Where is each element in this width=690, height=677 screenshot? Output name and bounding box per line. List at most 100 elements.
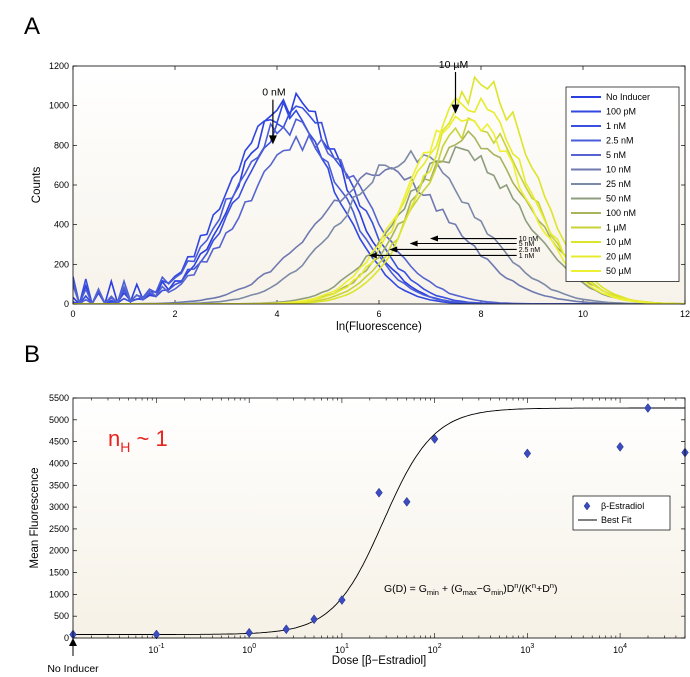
panel-a-ylabel: Counts xyxy=(31,167,43,204)
panel-b-frame xyxy=(72,397,686,639)
eq-minus: −G xyxy=(477,583,491,595)
y-tick-label: 3000 xyxy=(49,502,69,512)
small-arrow-label-3: 1 nM xyxy=(519,253,535,260)
best-fit-line xyxy=(73,407,685,635)
y-tick-label: 4500 xyxy=(49,437,69,447)
panel-a-annotations: 0 nM 10 µM 10 nM5 nM2.5 nM1 nM xyxy=(262,59,540,260)
y-tick-label: 0 xyxy=(64,299,69,309)
series-line-4 xyxy=(73,133,685,304)
series-line-2 xyxy=(73,105,685,304)
small-arrowhead-3 xyxy=(368,252,377,259)
series-line-1 xyxy=(73,99,685,304)
legend-label-4: 5 nM xyxy=(606,150,626,160)
eq-g: G(D) = G xyxy=(384,583,427,595)
small-arrow-label-2: 2.5 nM xyxy=(519,247,541,254)
legend-label-7: 50 nM xyxy=(606,194,631,204)
y-tick-label: 800 xyxy=(54,140,69,150)
data-point-1 xyxy=(152,629,161,640)
panel-a-frame xyxy=(72,65,686,305)
panel-b-ticks: 0 500 1000 1500 2000 2500 3000 3500 4000 4500 5000… xyxy=(49,393,686,655)
annotation-0nm: 0 nM xyxy=(262,87,285,99)
data-point-8 xyxy=(430,434,439,444)
arrowhead-0nm xyxy=(268,135,277,145)
panel-b-legend: β-Estradiol Best Fit xyxy=(572,495,671,531)
data-point-6 xyxy=(375,487,383,498)
x-tick-label: 10 xyxy=(578,309,588,319)
eq-max: max xyxy=(463,588,477,597)
y-tick-label: 3500 xyxy=(49,480,69,490)
x-tick-label: 0 xyxy=(70,309,75,319)
panel-b-ylabel: Mean Fluorescence xyxy=(29,468,41,569)
legend-label-points: β-Estradiol xyxy=(601,501,644,511)
x-tick-label: 6 xyxy=(376,309,381,319)
data-point-11 xyxy=(644,403,652,413)
x-tick-label: 102 xyxy=(428,643,442,655)
legend-label-10: 10 µM xyxy=(606,237,631,247)
hill-n: n xyxy=(108,426,120,451)
x-tick-label: 101 xyxy=(335,643,349,655)
small-arrowhead-1 xyxy=(409,240,418,247)
data-point-3 xyxy=(282,624,290,635)
data-point-10 xyxy=(616,441,624,452)
legend-label-fit: Best Fit xyxy=(601,515,632,525)
eq-div: /(K xyxy=(518,583,531,595)
y-tick-label: 1000 xyxy=(49,101,69,111)
legend-label-5: 10 nM xyxy=(606,165,631,175)
legend-label-12: 50 µM xyxy=(606,266,631,276)
y-tick-label: 1000 xyxy=(49,589,69,599)
y-tick-label: 4000 xyxy=(49,458,69,468)
small-arrow-label-0: 10 nM xyxy=(519,236,539,243)
eq-n2: n xyxy=(532,581,536,590)
panel-a-legend: No Inducer 100 pM 1 nM 2.5 nM 5 nM 10 nM 25 nM… xyxy=(565,86,680,282)
y-tick-label: 2000 xyxy=(49,546,69,556)
y-tick-label: 2500 xyxy=(49,524,69,534)
hill-rest: ~ 1 xyxy=(130,426,167,451)
panel-label-a: A xyxy=(24,13,40,40)
eq-min2: min xyxy=(491,588,503,597)
legend-label-0: No Inducer xyxy=(606,92,650,102)
y-tick-label: 500 xyxy=(54,611,69,621)
no-inducer-label: No Inducer xyxy=(47,663,99,675)
eq-n3: n xyxy=(550,581,554,590)
series-line-5 xyxy=(73,166,685,304)
annotation-10um: 10 µM xyxy=(439,59,468,71)
panel-b-xlabel: Dose [β−Estradiol] xyxy=(332,655,427,667)
no-inducer-arrow xyxy=(69,638,77,656)
x-tick-label: 4 xyxy=(274,309,279,319)
y-tick-label: 0 xyxy=(64,633,69,643)
small-arrow-label-1: 5 nM xyxy=(519,241,535,248)
y-tick-label: 200 xyxy=(54,259,69,269)
y-tick-label: 600 xyxy=(54,180,69,190)
x-tick-label: 104 xyxy=(613,643,627,655)
panel-a-xlabel: ln(Fluorescence) xyxy=(336,321,422,333)
y-tick-label: 5500 xyxy=(49,393,69,403)
eq-n1: n xyxy=(514,581,518,590)
panel-label-b: B xyxy=(24,341,40,368)
legend-box xyxy=(572,495,671,531)
small-arrowhead-0 xyxy=(430,235,438,242)
x-tick-label: 103 xyxy=(520,643,534,655)
arrowhead-10um xyxy=(451,104,460,114)
eq-dn: )D xyxy=(503,583,514,595)
x-tick-label: 100 xyxy=(242,643,256,655)
eq-plusd: +D xyxy=(536,583,550,595)
legend-label-11: 20 µM xyxy=(606,252,631,262)
data-point-5 xyxy=(338,595,346,605)
y-tick-label: 5000 xyxy=(49,415,69,425)
x-tick-label: 8 xyxy=(478,309,483,319)
legend-swatch-points xyxy=(583,501,591,511)
legend-label-3: 2.5 nM xyxy=(606,136,634,146)
small-arrowhead-2 xyxy=(389,246,398,253)
legend-label-9: 1 µM xyxy=(606,223,626,233)
series-line-7 xyxy=(73,145,685,304)
hill-coefficient: nH ~ 1 xyxy=(108,426,168,455)
legend-label-8: 100 nM xyxy=(606,208,636,218)
y-tick-label: 1500 xyxy=(49,568,69,578)
legend-label-6: 25 nM xyxy=(606,179,631,189)
data-point-4 xyxy=(310,614,318,625)
eq-plus: + (G xyxy=(439,583,463,595)
data-point-2 xyxy=(245,627,253,638)
hill-sub: H xyxy=(120,439,130,455)
panel-b-fit xyxy=(73,407,685,635)
